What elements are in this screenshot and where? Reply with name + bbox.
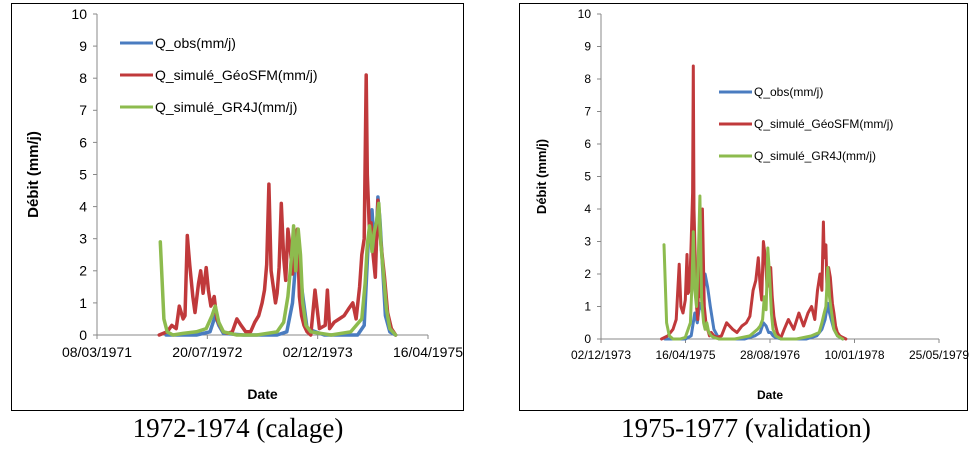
- y-tick-label: 6: [79, 134, 87, 150]
- chart-frame-left: [11, 3, 464, 411]
- series-line-2: [660, 64, 848, 341]
- y-axis-title: Débit (mm/j): [534, 139, 549, 214]
- y-tick-label: 7: [79, 102, 87, 118]
- x-tick-label: 20/07/1972: [172, 344, 242, 360]
- y-tick-label: 1: [79, 295, 87, 311]
- y-tick-label: 0: [79, 327, 87, 343]
- y-tick-label: 5: [584, 170, 591, 184]
- y-tick-label: 1: [584, 300, 591, 314]
- x-tick-label: 02/12/1973: [571, 348, 631, 362]
- chart-caption-left: 1972-1974 (calage): [132, 413, 344, 443]
- legend-label-3: Q_simulé_GR4J(mm/j): [155, 99, 297, 115]
- y-tick-label: 2: [584, 267, 591, 281]
- y-tick-label: 5: [79, 166, 87, 182]
- y-tick-label: 3: [584, 235, 591, 249]
- y-tick-label: 4: [79, 199, 87, 215]
- y-tick-label: 3: [79, 231, 87, 247]
- y-tick-label: 4: [584, 202, 591, 216]
- chart-caption-right: 1975-1977 (validation): [621, 413, 871, 443]
- y-tick-label: 2: [79, 263, 87, 279]
- x-tick-label: 25/05/1979: [909, 348, 969, 362]
- y-tick-label: 0: [584, 332, 591, 346]
- x-tick-label: 16/04/1975: [655, 348, 715, 362]
- x-tick-label: 28/08/1976: [740, 348, 800, 362]
- x-axis-title: Date: [757, 388, 783, 402]
- y-tick-label: 8: [584, 72, 591, 86]
- y-tick-label: 10: [578, 7, 592, 21]
- x-axis-title: Date: [247, 386, 278, 402]
- series-line-2: [157, 73, 398, 337]
- y-axis-title: Débit (mm/j): [25, 131, 42, 218]
- series-line-3: [662, 194, 845, 341]
- legend-label-2: Q_simulé_GéoSFM(mm/j): [754, 117, 893, 131]
- y-tick-label: 10: [71, 6, 87, 22]
- legend-label-1: Q_obs(mm/j): [155, 35, 236, 51]
- legend-label-3: Q_simulé_GR4J(mm/j): [754, 149, 876, 163]
- x-tick-label: 08/03/1971: [62, 344, 132, 360]
- y-tick-label: 6: [584, 137, 591, 151]
- series-line-3: [158, 201, 398, 337]
- y-tick-label: 9: [79, 38, 87, 54]
- x-tick-label: 02/12/1973: [283, 344, 353, 360]
- legend-label-2: Q_simulé_GéoSFM(mm/j): [155, 67, 318, 83]
- y-tick-label: 8: [79, 70, 87, 86]
- y-tick-label: 7: [584, 105, 591, 119]
- x-tick-label: 10/01/1978: [824, 348, 884, 362]
- chart-frame-right: [519, 3, 968, 411]
- x-tick-label: 16/04/1975: [393, 344, 463, 360]
- y-tick-label: 9: [584, 40, 591, 54]
- legend-label-1: Q_obs(mm/j): [754, 85, 823, 99]
